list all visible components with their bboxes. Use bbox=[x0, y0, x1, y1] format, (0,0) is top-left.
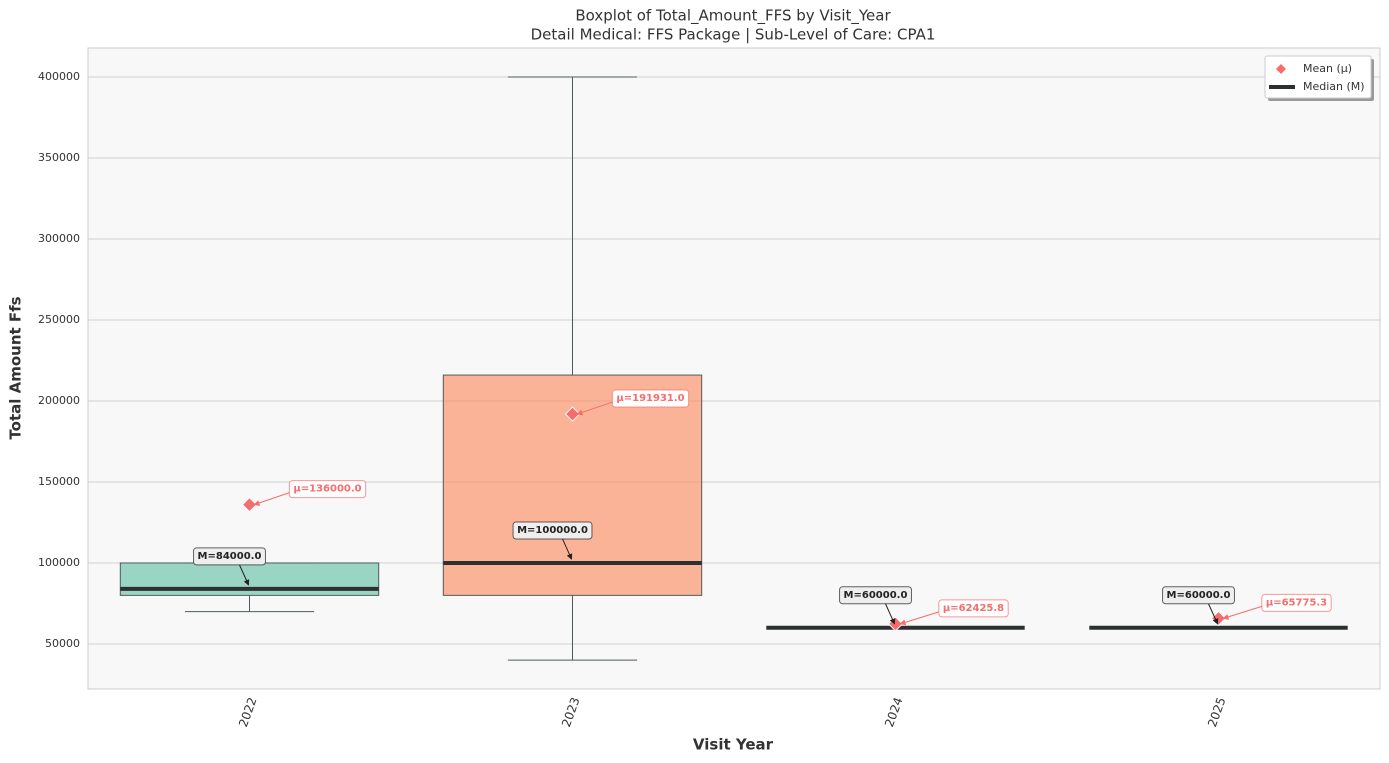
mean-annotation: μ=62425.8 bbox=[943, 603, 1004, 614]
median-annotation-box bbox=[512, 521, 593, 540]
x-tick-label: 2024 bbox=[882, 695, 906, 728]
annotation-arrow bbox=[1208, 603, 1219, 625]
x-tick-label: 2023 bbox=[559, 695, 583, 728]
y-tick-label: 300000 bbox=[38, 232, 80, 245]
median-annotation-box bbox=[1162, 586, 1235, 605]
mean-annotation: μ=65775.3 bbox=[1266, 597, 1327, 608]
legend-label: Mean (μ) bbox=[1303, 62, 1352, 75]
annotation-arrow bbox=[1222, 605, 1263, 620]
x-axis-label: Visit Year bbox=[693, 736, 774, 754]
x-tick-label: 2025 bbox=[1205, 695, 1229, 728]
mean-annotation-box bbox=[938, 599, 1009, 618]
y-tick-label: 50000 bbox=[45, 637, 80, 650]
y-tick-label: 400000 bbox=[38, 70, 80, 83]
annotation-arrow bbox=[576, 401, 613, 416]
mean-annotation-box bbox=[611, 389, 690, 408]
annotation-arrow bbox=[562, 538, 573, 560]
y-tick-label: 250000 bbox=[38, 313, 80, 326]
median-annotation: M=60000.0 bbox=[844, 590, 908, 601]
median-annotation: M=84000.0 bbox=[198, 551, 262, 562]
annotation-arrow bbox=[239, 564, 250, 586]
legend-mean-marker bbox=[1276, 64, 1286, 74]
median-annotation: M=100000.0 bbox=[517, 525, 588, 536]
legend-label: Median (M) bbox=[1303, 80, 1365, 93]
y-tick-label: 100000 bbox=[38, 556, 80, 569]
mean-annotation-box bbox=[288, 480, 367, 499]
y-axis-label: Total Amount Ffs bbox=[7, 296, 25, 439]
mean-annotation-box bbox=[1261, 593, 1332, 612]
box bbox=[442, 374, 703, 596]
x-tick-label: 2022 bbox=[236, 695, 260, 728]
chart-title: Boxplot of Total_Amount_FFS by Visit_Yea… bbox=[575, 7, 891, 26]
annotation-arrow bbox=[899, 611, 940, 626]
median-annotation-box bbox=[839, 586, 912, 605]
annotation-arrow bbox=[253, 492, 290, 506]
mean-annotation: μ=191931.0 bbox=[616, 393, 684, 404]
mean-annotation: μ=136000.0 bbox=[293, 484, 361, 495]
median-annotation: M=60000.0 bbox=[1167, 590, 1231, 601]
y-tick-label: 150000 bbox=[38, 475, 80, 488]
y-tick-label: 200000 bbox=[38, 394, 80, 407]
median-annotation-box bbox=[193, 547, 266, 566]
annotation-arrow bbox=[885, 603, 896, 625]
chart-subtitle: Detail Medical: FFS Package | Sub-Level … bbox=[531, 26, 936, 44]
y-tick-label: 350000 bbox=[38, 151, 80, 164]
